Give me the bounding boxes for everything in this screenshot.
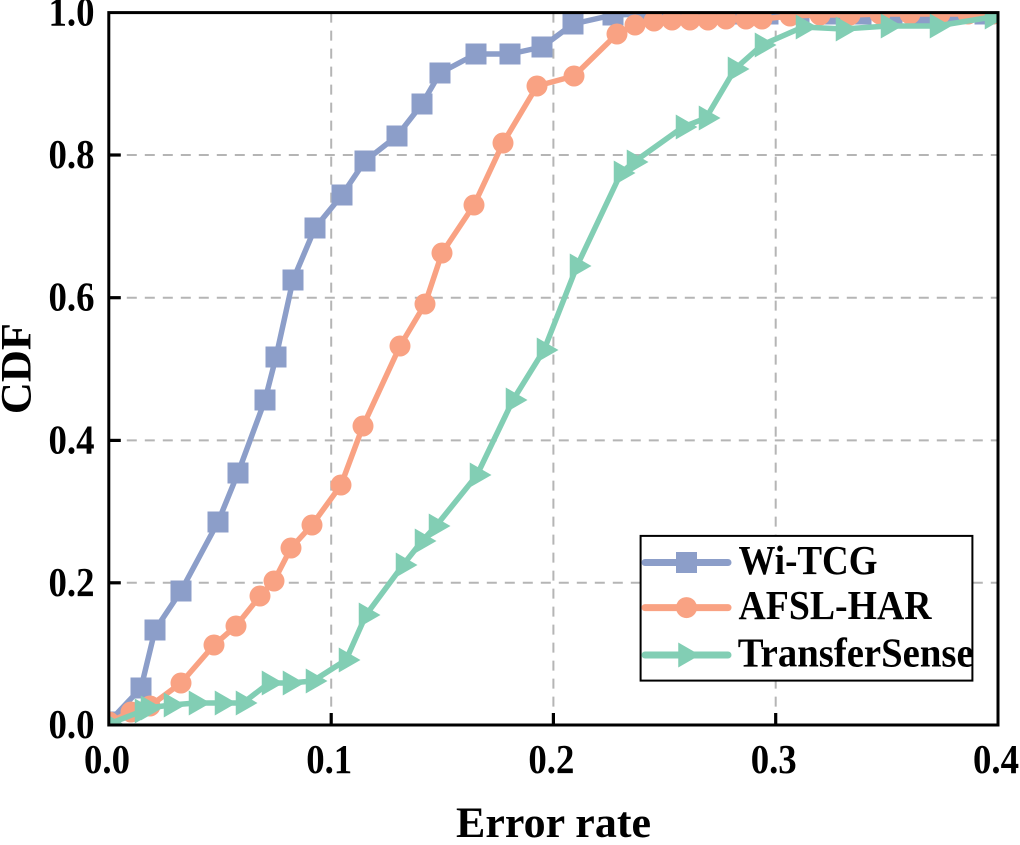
svg-text:0.0: 0.0 xyxy=(49,701,95,747)
svg-text:1.0: 1.0 xyxy=(49,0,95,35)
svg-text:0.6: 0.6 xyxy=(49,274,95,320)
svg-text:0.8: 0.8 xyxy=(49,131,95,177)
svg-text:CDF: CDF xyxy=(0,323,41,414)
svg-text:0.0: 0.0 xyxy=(84,736,130,782)
svg-text:AFSL-HAR: AFSL-HAR xyxy=(739,582,932,628)
svg-text:TransferSense: TransferSense xyxy=(738,629,974,675)
svg-text:0.4: 0.4 xyxy=(973,736,1019,782)
svg-text:0.2: 0.2 xyxy=(528,736,574,782)
svg-text:0.1: 0.1 xyxy=(306,736,352,782)
svg-text:0.3: 0.3 xyxy=(751,736,797,782)
svg-text:0.4: 0.4 xyxy=(49,416,95,462)
svg-text:Wi-TCG: Wi-TCG xyxy=(739,537,878,583)
svg-text:Error rate: Error rate xyxy=(456,799,651,840)
svg-text:0.2: 0.2 xyxy=(49,559,95,605)
